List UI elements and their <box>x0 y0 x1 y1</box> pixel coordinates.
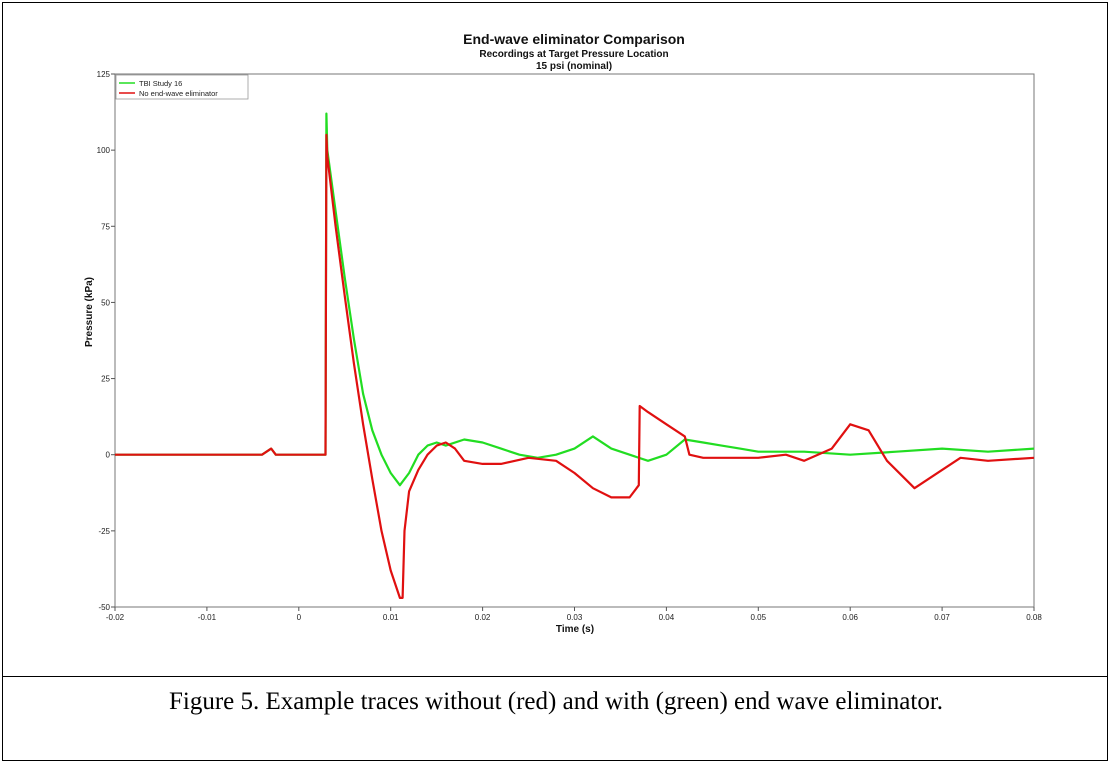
x-tick-label: -0.01 <box>198 613 217 622</box>
legend-label: TBI Study 16 <box>139 79 182 88</box>
y-tick-label: 25 <box>101 375 110 384</box>
x-tick-label: 0.08 <box>1026 613 1042 622</box>
series-line-0 <box>115 112 1035 487</box>
y-tick-label: 75 <box>101 222 110 231</box>
legend-label: No end-wave eliminator <box>139 89 218 98</box>
series-layer <box>115 112 1035 600</box>
x-axis-label: Time (s) <box>556 624 594 635</box>
caption-divider <box>2 676 1108 677</box>
x-tick-label: 0 <box>297 613 302 622</box>
x-tick-label: 0.01 <box>383 613 399 622</box>
y-tick-label: 100 <box>97 146 111 155</box>
chart-subtitle-line-1: Recordings at Target Pressure Location <box>479 49 668 60</box>
chart-title: End-wave eliminator Comparison <box>463 31 685 47</box>
x-tick-label: 0.06 <box>842 613 858 622</box>
y-tick-label: -50 <box>98 603 110 612</box>
x-tick-label: 0.02 <box>475 613 491 622</box>
chart: End-wave eliminator Comparison Recording… <box>84 31 1043 635</box>
y-axis-label: Pressure (kPa) <box>84 277 95 347</box>
legend-box <box>115 74 249 100</box>
chart-subtitle-line-2: 15 psi (nominal) <box>536 61 612 72</box>
y-tick-label: 125 <box>97 70 111 79</box>
x-tick-label: 0.04 <box>659 613 675 622</box>
axes: -0.02 -0.01 0 0.01 0.02 0.03 0.04 0.05 0.06 0.07 0… <box>97 70 1043 622</box>
series-line-1 <box>115 133 1035 600</box>
x-tick-label: 0.03 <box>567 613 583 622</box>
y-tick-label: 50 <box>101 298 110 307</box>
x-tick-label: 0.05 <box>751 613 767 622</box>
x-tick-label: -0.02 <box>106 613 125 622</box>
y-tick-label: -25 <box>98 527 110 536</box>
y-tick-label: 0 <box>106 451 111 460</box>
plot-area <box>114 73 1035 608</box>
x-tick-label: 0.07 <box>934 613 950 622</box>
figure-caption: Figure 5. Example traces without (red) a… <box>168 688 944 715</box>
